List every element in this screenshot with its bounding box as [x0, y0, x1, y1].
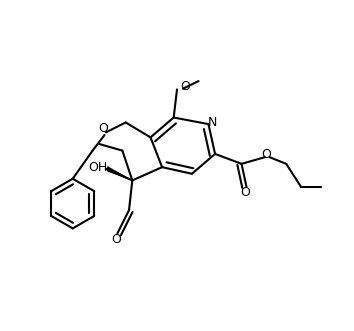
- Text: O: O: [262, 148, 271, 161]
- Polygon shape: [108, 166, 132, 180]
- Text: O: O: [111, 233, 121, 246]
- Text: O: O: [98, 122, 108, 135]
- Text: N: N: [208, 116, 217, 129]
- Text: O: O: [240, 186, 250, 200]
- Text: O: O: [180, 80, 190, 93]
- Text: OH: OH: [88, 161, 107, 174]
